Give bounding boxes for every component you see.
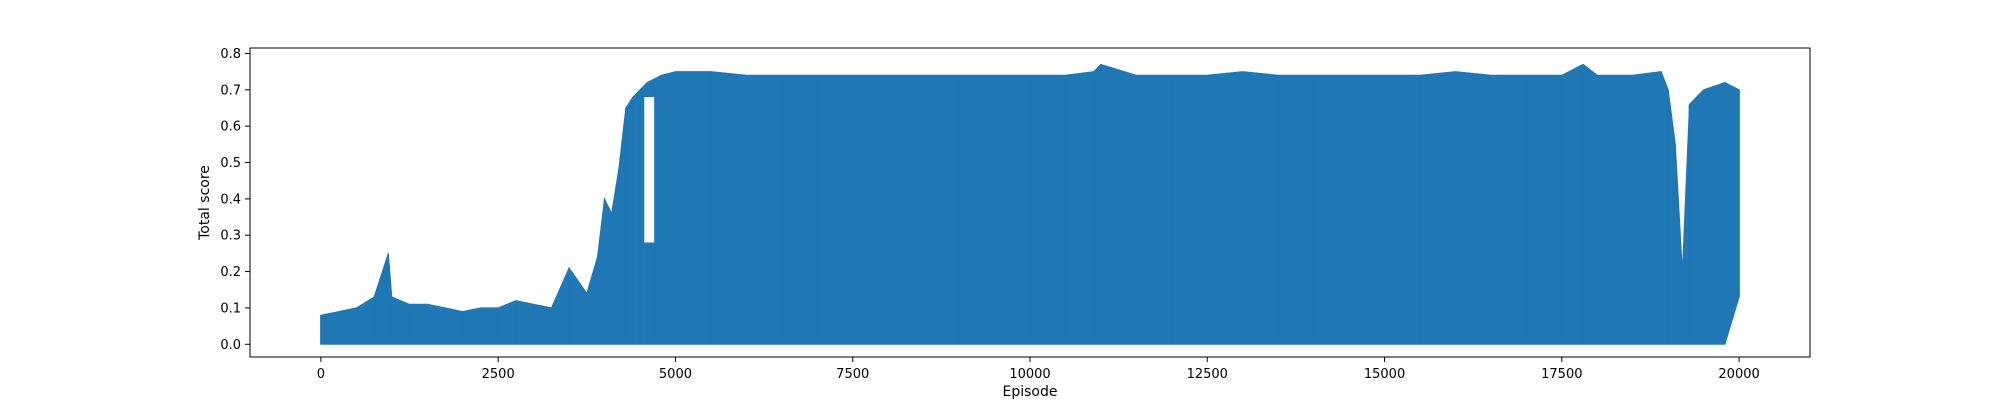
x-tick-label: 2500 [482,367,515,382]
plot-area [320,63,1740,345]
y-tick-label: 0.4 [220,192,241,207]
x-tick-label: 17500 [1541,367,1582,382]
x-tick-label: 10000 [1009,367,1050,382]
y-tick-label: 0.0 [220,338,241,353]
y-tick-label: 0.5 [220,156,241,171]
x-tick-label: 15000 [1364,367,1405,382]
y-tick-label: 0.2 [220,265,241,280]
x-tick-label: 0 [317,367,325,382]
y-tick-label: 0.1 [220,301,241,316]
y-tick-label: 0.8 [220,47,241,62]
x-tick-label: 12500 [1187,367,1228,382]
trace-gap [644,97,655,243]
y-tick-label: 0.3 [220,229,241,244]
x-tick-label: 20000 [1718,367,1759,382]
y-axis-label: Total score [197,165,213,241]
y-tick-label: 0.6 [220,120,241,135]
y-tick-label: 0.7 [220,83,241,98]
x-axis-label: Episode [1003,384,1058,400]
x-axis: 0 2500 5000 7500 10000 12500 15000 17500 20000 [317,357,1760,382]
x-tick-label: 5000 [659,367,692,382]
x-tick-label: 7500 [836,367,869,382]
y-axis: 0.0 0.1 0.2 0.3 0.4 0.5 0.6 0.7 0.8 [220,47,250,353]
